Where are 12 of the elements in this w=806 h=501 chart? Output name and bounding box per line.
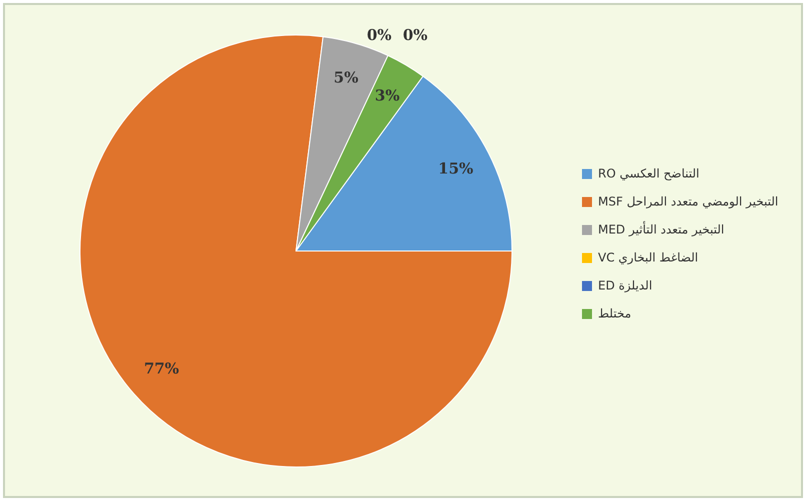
data-label: 77% [144,359,180,378]
legend-label: التبخير الومضي متعدد المراحل MSF [598,194,778,208]
data-label: 3% [374,86,400,105]
legend-label: مختلط [598,306,632,320]
text: 0% [402,26,428,44]
data-label: 5% [334,68,358,87]
data-label: 15% [438,160,474,178]
text: 0% [366,26,392,44]
legend-label: الديلزة ED [598,278,652,292]
legend-label: التبخير متعدد التأثير MED [598,220,724,236]
legend-label: التناضح العكسي RO [598,166,700,180]
legend-label: الضاغط البخاري VC [598,250,698,264]
